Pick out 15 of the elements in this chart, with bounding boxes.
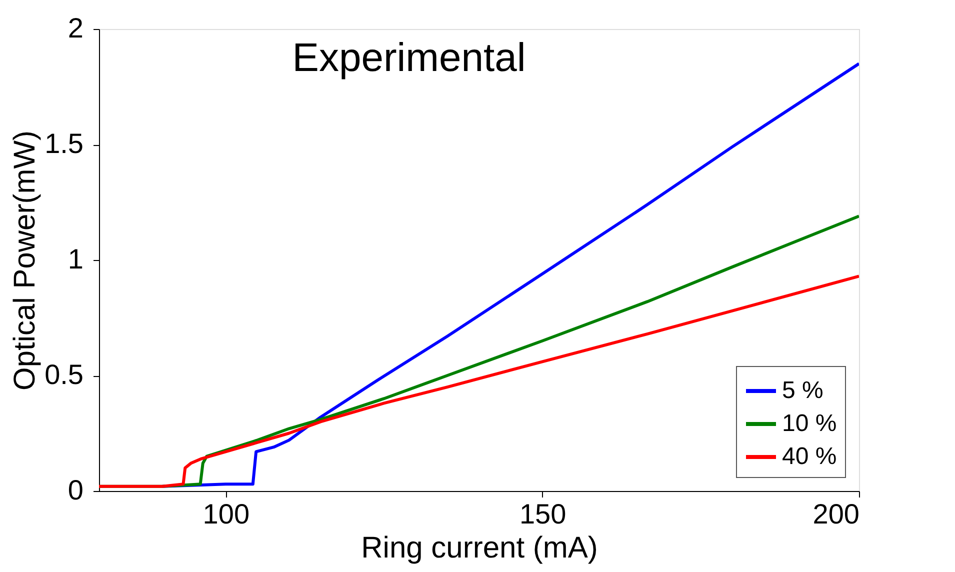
y-axis-title: Optical Power(mW) bbox=[8, 130, 42, 391]
x-tick-label: 150 bbox=[519, 498, 566, 530]
x-tick-label: 100 bbox=[202, 498, 250, 530]
y-tick-label: 1 bbox=[68, 244, 84, 274]
legend-label: 5 % bbox=[782, 377, 824, 404]
y-tick-label: 1.5 bbox=[44, 128, 84, 159]
x-axis-title: Ring current (mA) bbox=[361, 532, 598, 564]
chart-title: Experimental bbox=[292, 36, 526, 80]
y-tick-label: 2 bbox=[68, 12, 84, 44]
line-series bbox=[99, 274, 859, 488]
legend-label: 10 % bbox=[782, 410, 837, 437]
y-tick-label: 0.5 bbox=[44, 359, 84, 390]
y-tick-label: 0 bbox=[68, 474, 84, 506]
legend-label: 40 % bbox=[782, 443, 837, 470]
x-tick-label: 200 bbox=[812, 498, 860, 530]
